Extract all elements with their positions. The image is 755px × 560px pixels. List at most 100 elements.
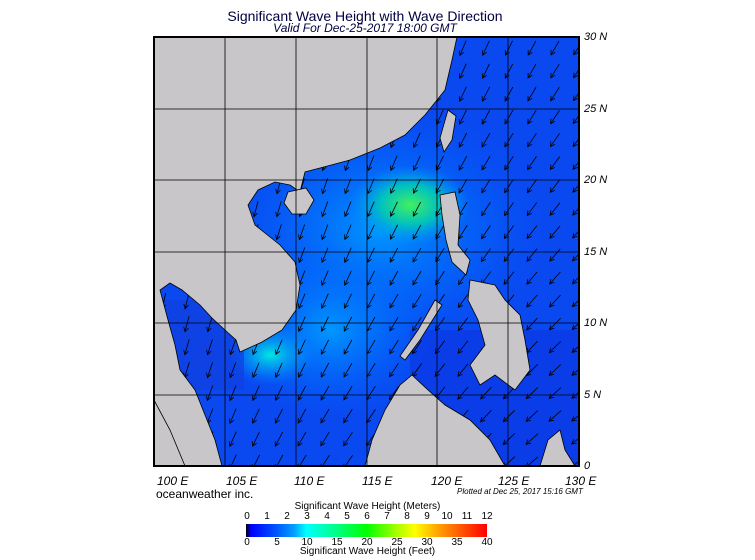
wave-arrow <box>252 201 259 218</box>
wave-arrow <box>320 431 330 447</box>
wave-arrow <box>458 63 467 80</box>
wave-arrow <box>297 316 306 333</box>
wave-arrow <box>526 317 538 331</box>
wave-arrow <box>412 293 422 309</box>
taiwan <box>439 109 457 153</box>
wave-arrow <box>503 225 515 240</box>
wave-arrow <box>206 385 214 402</box>
wave-arrow <box>229 385 237 402</box>
colorbar-tick: 9 <box>424 511 430 522</box>
wave-arrow <box>367 155 375 172</box>
wave-arrow <box>298 247 306 264</box>
wave-arrow <box>527 133 537 148</box>
wave-arrow <box>275 224 282 241</box>
wave-arrow <box>344 178 352 195</box>
wave-arrow <box>458 109 467 125</box>
colorbar-tick: 8 <box>404 511 410 522</box>
luzon <box>439 191 471 276</box>
wave-arrow <box>525 433 539 445</box>
wave-arrow <box>458 132 468 148</box>
wave-arrow <box>343 339 353 355</box>
wave-arrow <box>457 294 468 309</box>
wave-arrow <box>481 178 491 194</box>
wave-arrow <box>481 109 491 125</box>
wave-arrow <box>274 339 283 356</box>
wave-arrow <box>549 133 560 148</box>
visayas-mindanao <box>467 279 531 391</box>
colorbar-tick: 0 <box>244 511 250 522</box>
wave-arrow <box>298 224 306 241</box>
lat-label: 30 N <box>584 31 608 43</box>
wave-arrow <box>550 87 560 102</box>
wave-arrow <box>412 317 422 332</box>
wave-arrow <box>366 201 375 218</box>
colorbar <box>246 524 487 537</box>
wave-arrow <box>274 385 283 401</box>
lon-label: 115 E <box>362 474 393 488</box>
wave-arrow <box>480 248 491 263</box>
wave-arrow <box>297 385 307 401</box>
wave-arrow <box>297 293 306 310</box>
wave-arrow <box>320 270 329 287</box>
wave-arrow <box>548 294 561 308</box>
hainan <box>283 187 315 215</box>
wave-arrow <box>367 178 375 195</box>
colorbar-tick: 15 <box>331 537 343 548</box>
colorbar-tick: 40 <box>481 537 493 548</box>
wave-arrow <box>412 155 421 172</box>
wave-arrow <box>412 247 422 263</box>
wave-arrow <box>389 201 398 217</box>
wave-arrow <box>458 155 468 171</box>
wave-arrow <box>550 40 560 56</box>
wave-arrow <box>412 340 422 355</box>
wave-arrow <box>206 362 213 379</box>
wave-arrow <box>389 293 399 309</box>
lat-label: 20 N <box>584 174 608 186</box>
wave-arrow <box>389 316 399 332</box>
wave-arrow <box>525 410 539 423</box>
wave-arrow <box>526 271 538 285</box>
wave-arrow <box>183 339 190 356</box>
wave-arrow <box>412 224 422 240</box>
wave-arrow <box>502 410 515 423</box>
wave-arrow <box>228 408 237 425</box>
wave-arrow <box>343 385 353 401</box>
wave-arrow <box>229 339 237 356</box>
lon-label: 100 E <box>157 474 189 488</box>
wave-arrow <box>389 363 399 378</box>
wave-arrow <box>206 316 213 333</box>
map-frame <box>153 36 580 467</box>
colorbar-tick: 25 <box>391 537 403 548</box>
wave-arrow <box>389 155 398 172</box>
wave-arrow <box>435 178 445 194</box>
colorbar-tick: 1 <box>264 511 270 522</box>
wave-arrow <box>548 341 561 354</box>
wave-arrow <box>343 270 352 286</box>
wave-arrow <box>251 408 260 425</box>
borneo <box>364 374 506 466</box>
wave-arrow <box>206 339 213 356</box>
wave-arrow <box>503 271 515 285</box>
wave-arrow <box>321 224 329 241</box>
wave-arrow <box>183 293 190 310</box>
lat-label: 15 N <box>584 246 608 258</box>
wave-arrow <box>548 317 561 331</box>
wave-arrow <box>548 364 562 377</box>
wave-arrow <box>549 156 561 171</box>
wave-arrow <box>549 248 561 262</box>
lat-label: 10 N <box>584 317 608 329</box>
lat-label: 25 N <box>584 103 608 115</box>
wave-arrow <box>389 270 399 286</box>
lon-label: 125 E <box>498 474 530 488</box>
colorbar-tick: 11 <box>461 511 473 522</box>
wave-arrow <box>527 156 537 171</box>
wave-arrow <box>502 433 516 446</box>
wave-arrow <box>297 431 307 447</box>
wave-arrow <box>527 40 537 56</box>
wave-arrow <box>412 132 421 149</box>
wave-arrow <box>251 431 260 447</box>
wave-arrow <box>550 63 560 79</box>
palawan <box>399 299 443 361</box>
wave-arrow <box>344 201 352 218</box>
plotted-time: Plotted at Dec 25, 2017 15:16 GMT <box>457 487 583 496</box>
